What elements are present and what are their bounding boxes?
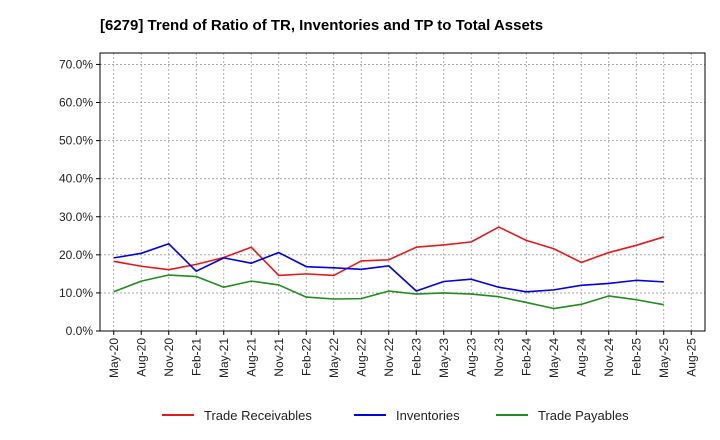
x-tick-label: Feb-25	[629, 338, 643, 376]
y-tick-label: 50.0%	[59, 134, 93, 148]
x-tick-label: Feb-23	[409, 338, 423, 376]
series-line-trade-payables	[113, 274, 664, 310]
series-line-inventories	[113, 242, 664, 293]
x-tick-label: Feb-24	[519, 338, 533, 376]
y-tick-label: 10.0%	[59, 286, 93, 300]
x-tick-label: Aug-23	[464, 338, 478, 377]
legend-label-inventories: Inventories	[396, 408, 460, 423]
y-tick-label: 20.0%	[59, 248, 93, 262]
chart-title: [6279] Trend of Ratio of TR, Inventories…	[100, 17, 543, 34]
x-tick-label: Nov-22	[382, 338, 396, 377]
y-axis: 0.0% 10.0% 20.0% 30.0% 40.0% 50.0% 60.0% 70.0%	[59, 57, 100, 338]
x-tick-label: May-23	[437, 338, 451, 378]
grid	[100, 53, 705, 331]
y-tick-label: 40.0%	[59, 172, 93, 186]
x-tick-label: May-25	[657, 338, 671, 378]
y-tick-label: 70.0%	[59, 57, 93, 71]
x-tick-label: Aug-24	[574, 338, 588, 377]
series-line-trade-receivables	[113, 226, 664, 277]
x-tick-label: May-20	[107, 338, 121, 378]
x-tick-label: May-21	[217, 338, 231, 378]
series-lines	[113, 226, 664, 310]
y-tick-label: 0.0%	[66, 324, 94, 338]
x-tick-label: Feb-21	[189, 338, 203, 376]
legend: Trade Receivables Inventories Trade Payabl…	[162, 408, 629, 423]
x-axis: May-20 Aug-20 Nov-20 Feb-21 May-21 Aug-21 Nov-…	[107, 331, 698, 378]
x-tick-label: Aug-25	[684, 338, 698, 377]
x-tick-label: Aug-21	[244, 338, 258, 377]
x-tick-label: Aug-20	[134, 338, 148, 377]
x-tick-label: May-24	[547, 338, 561, 378]
plot-area	[99, 52, 706, 332]
legend-label-trade-receivables: Trade Receivables	[204, 408, 312, 423]
y-tick-label: 60.0%	[59, 96, 93, 110]
y-tick-label: 30.0%	[59, 210, 93, 224]
x-tick-label: Nov-23	[492, 338, 506, 377]
x-tick-label: Aug-22	[354, 338, 368, 377]
x-tick-label: Nov-24	[602, 338, 616, 377]
legend-label-trade-payables: Trade Payables	[538, 408, 629, 423]
x-tick-label: May-22	[327, 338, 341, 378]
x-tick-label: Nov-20	[162, 338, 176, 377]
x-tick-label: Nov-21	[272, 338, 286, 377]
x-tick-label: Feb-22	[299, 338, 313, 376]
